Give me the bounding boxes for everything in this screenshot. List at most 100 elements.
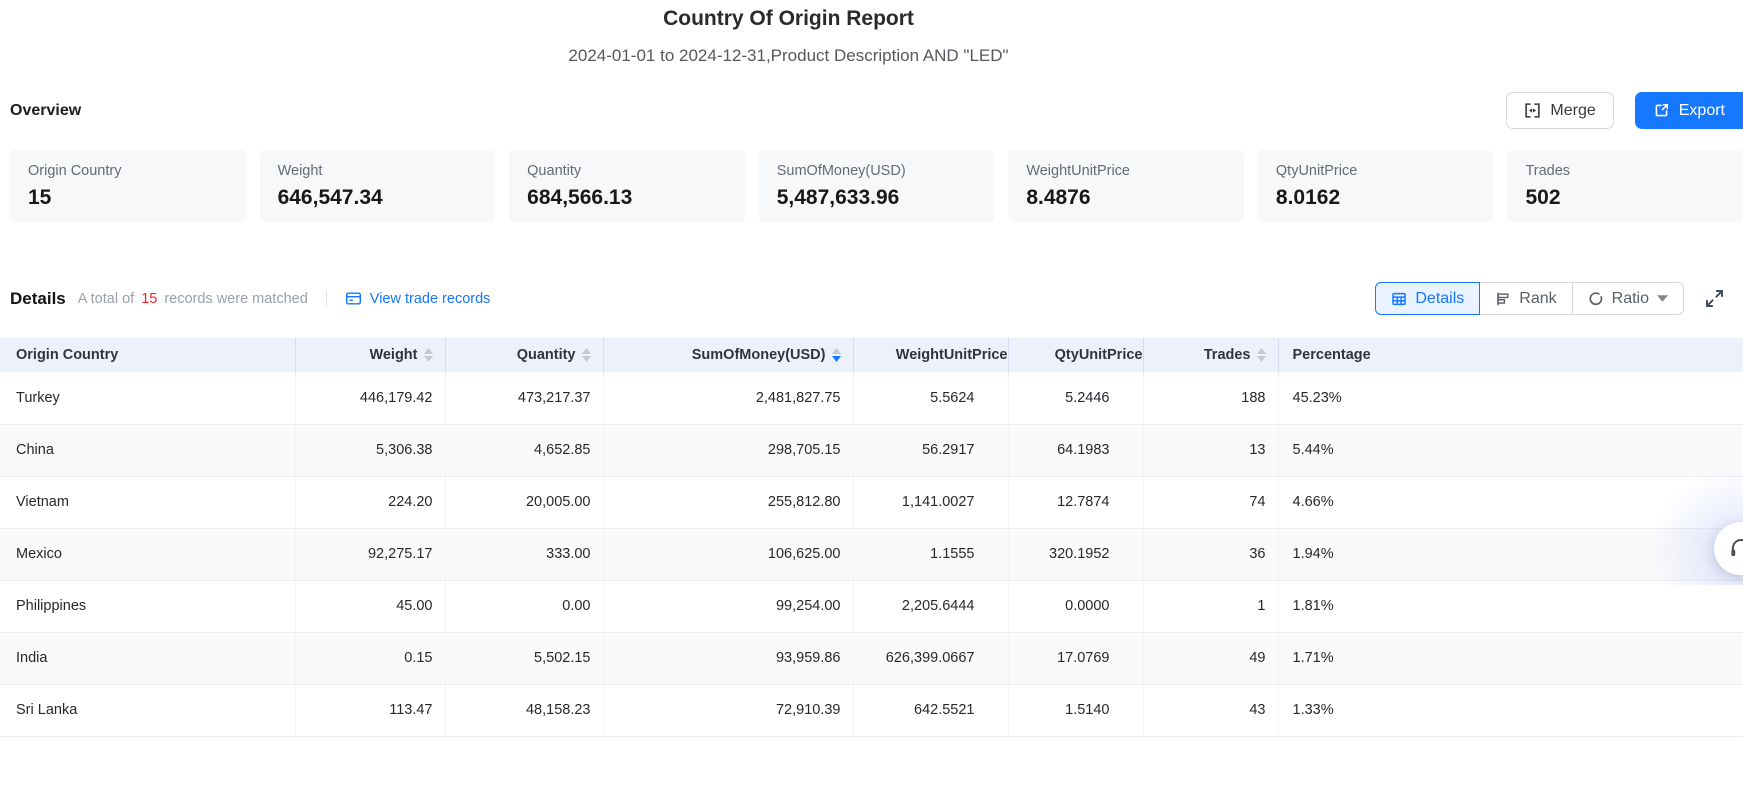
table-cell: 1 xyxy=(1143,580,1279,633)
column-header-label: QtyUnitPrice xyxy=(1054,347,1143,363)
column-header-origin-country: Origin Country xyxy=(0,338,296,372)
tab-rank[interactable]: Rank xyxy=(1479,282,1573,315)
column-header-trades[interactable]: Trades xyxy=(1143,338,1279,372)
caret-down-icon xyxy=(1657,295,1668,302)
trade-records-icon xyxy=(345,290,362,307)
table-row: Sri Lanka 113.47 48,158.23 72,910.39 642.552… xyxy=(0,684,1743,737)
table-cell: Vietnam xyxy=(0,476,296,529)
table-cell: 43 xyxy=(1143,684,1279,737)
overview-cards: Origin Country 15 Weight 646,547.34 Quantity… xyxy=(0,150,1743,222)
sort-carets-icon xyxy=(423,348,433,362)
merge-cells-icon xyxy=(1524,102,1541,119)
card-label: QtyUnitPrice xyxy=(1275,163,1358,179)
table-cell: 56.2917 xyxy=(853,424,1009,477)
table-row: China 5,306.38 4,652.85 298,705.15 56.2917 64… xyxy=(0,424,1743,477)
table-body: Turkey 446,179.42 473,217.37 2,481,827.75 5.… xyxy=(0,372,1743,737)
table-cell: 1,141.0027 xyxy=(853,476,1009,529)
table-cell: 1.81% xyxy=(1278,580,1743,633)
table-cell: 17.0769 xyxy=(1008,632,1144,685)
sort-carets-icon xyxy=(831,348,841,362)
card-value: 502 xyxy=(1525,186,1561,209)
ratio-circle-icon xyxy=(1588,291,1604,307)
table-cell: 188 xyxy=(1143,372,1279,425)
sort-carets-icon xyxy=(581,348,591,362)
table-cell: 4.66% xyxy=(1278,476,1743,529)
table-cell: 45.00 xyxy=(295,580,446,633)
table-cell: 333.00 xyxy=(445,528,604,581)
table-cell: 255,812.80 xyxy=(603,476,854,529)
table-cell: 5,306.38 xyxy=(295,424,446,477)
table-cell: 5.44% xyxy=(1278,424,1743,477)
rank-bars-icon xyxy=(1495,291,1511,307)
details-table: Origin Country Weight Quantity SumOfMoney(U… xyxy=(0,338,1743,737)
table-cell: 64.1983 xyxy=(1008,424,1144,477)
tab-ratio[interactable]: Ratio xyxy=(1571,282,1684,315)
fullscreen-button[interactable] xyxy=(1704,288,1725,309)
table-cell: 0.00 xyxy=(445,580,604,633)
overview-card: Origin Country 15 xyxy=(10,150,246,222)
card-value: 8.4876 xyxy=(1026,186,1091,209)
table-cell: 93,959.86 xyxy=(603,632,854,685)
vertical-divider xyxy=(325,290,327,307)
merge-button[interactable]: Merge xyxy=(1506,92,1614,129)
overview-card: WeightUnitPrice 8.4876 xyxy=(1008,150,1244,222)
details-heading: Details xyxy=(10,288,66,308)
table-cell: 473,217.37 xyxy=(445,372,604,425)
view-mode-switcher: Details Rank xyxy=(1375,282,1684,315)
details-right: Details Rank xyxy=(1375,282,1725,315)
overview-card: Quantity 684,566.13 xyxy=(509,150,745,222)
table-cell: 92,275.17 xyxy=(295,528,446,581)
export-button[interactable]: Export xyxy=(1634,92,1743,129)
card-label: Trades xyxy=(1525,163,1571,179)
table-cell: 45.23% xyxy=(1278,372,1743,425)
table-cell: 1.71% xyxy=(1278,632,1743,685)
table-cell: Philippines xyxy=(0,580,296,633)
overview-actions: Merge Export xyxy=(1506,92,1743,129)
tab-details[interactable]: Details xyxy=(1375,282,1481,315)
column-header-label: Origin Country xyxy=(16,347,119,363)
details-left: Details A total of 15 records were match… xyxy=(10,289,490,309)
table-cell: 5.5624 xyxy=(853,372,1009,425)
overview-heading: Overview xyxy=(10,101,82,119)
table-cell: 1.5140 xyxy=(1008,684,1144,737)
view-trade-records-link[interactable]: View trade records xyxy=(345,290,491,307)
match-summary-suffix: records were matched xyxy=(164,290,308,307)
column-header-weight[interactable]: Weight xyxy=(295,338,446,372)
table-cell: 113.47 xyxy=(295,684,446,737)
overview-card: SumOfMoney(USD) 5,487,633.96 xyxy=(758,150,995,222)
overview-bar: Overview Merge xyxy=(0,92,1743,129)
table-cell: 1.33% xyxy=(1278,684,1743,737)
table-cell: 5.2446 xyxy=(1008,372,1144,425)
view-trade-records-label: View trade records xyxy=(369,290,491,307)
tab-rank-label: Rank xyxy=(1519,289,1557,307)
table-cell: 1.1555 xyxy=(853,528,1009,581)
export-icon xyxy=(1653,102,1670,119)
column-header-label: Trades xyxy=(1203,347,1251,363)
column-header-qtyunitprice: QtyUnitPrice xyxy=(1008,338,1144,372)
table-cell: 2,205.6444 xyxy=(853,580,1009,633)
header-row: Origin Country Weight Quantity SumOfMoney(U… xyxy=(0,338,1743,372)
table-cell: 72,910.39 xyxy=(603,684,854,737)
merge-button-label: Merge xyxy=(1550,101,1596,119)
table-cell: 224.20 xyxy=(295,476,446,529)
table-cell: 320.1952 xyxy=(1008,528,1144,581)
column-header-label: SumOfMoney(USD) xyxy=(691,347,826,363)
card-value: 684,566.13 xyxy=(527,186,633,209)
table-cell: 49 xyxy=(1143,632,1279,685)
table-cell: 20,005.00 xyxy=(445,476,604,529)
table-cell: 298,705.15 xyxy=(603,424,854,477)
column-header-quantity[interactable]: Quantity xyxy=(445,338,604,372)
table-cell: Turkey xyxy=(0,372,296,425)
column-header-sumofmoney-usd[interactable]: SumOfMoney(USD) xyxy=(603,338,854,372)
table-row: Turkey 446,179.42 473,217.37 2,481,827.75 5.… xyxy=(0,372,1743,425)
table-cell: Sri Lanka xyxy=(0,684,296,737)
table-cell: China xyxy=(0,424,296,477)
table-cell: 5,502.15 xyxy=(445,632,604,685)
card-value: 15 xyxy=(28,186,52,209)
card-label: Weight xyxy=(277,163,323,179)
tab-ratio-label: Ratio xyxy=(1611,289,1649,307)
column-header-label: Quantity xyxy=(516,347,576,363)
match-summary: A total of 15 records were matched xyxy=(78,291,308,307)
details-bar: Details A total of 15 records were match… xyxy=(0,282,1743,315)
